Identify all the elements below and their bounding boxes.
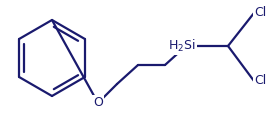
Text: Cl: Cl [254, 75, 266, 87]
Text: H$_2$Si: H$_2$Si [168, 38, 196, 54]
Text: O: O [93, 97, 103, 110]
Text: Cl: Cl [254, 7, 266, 19]
